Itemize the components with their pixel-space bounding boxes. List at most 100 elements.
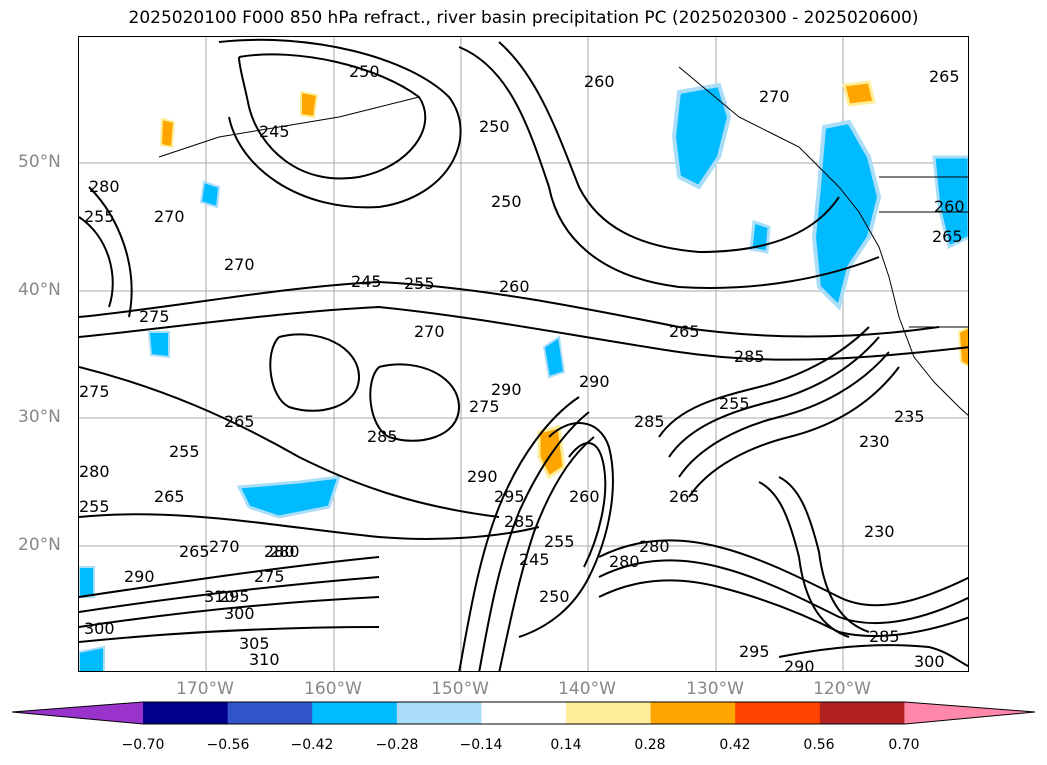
contour-label: 270 bbox=[759, 87, 790, 106]
lon-label: 150°W bbox=[431, 679, 489, 699]
colorbar-tick: −0.70 bbox=[121, 737, 165, 753]
colorbar-segment bbox=[819, 702, 905, 724]
contour-label: 255 bbox=[169, 442, 200, 461]
contour-label: 260 bbox=[934, 197, 965, 216]
contour-label: 295 bbox=[494, 487, 525, 506]
shaded-field bbox=[79, 80, 968, 671]
contour-label: 265 bbox=[179, 542, 210, 561]
contour-label: 275 bbox=[254, 567, 285, 586]
contour-label: 285 bbox=[634, 412, 665, 431]
contour-label: 265 bbox=[932, 227, 963, 246]
coastlines bbox=[158, 66, 968, 416]
colorbar-segment bbox=[227, 702, 313, 724]
contour-label: 285 bbox=[504, 512, 535, 531]
lat-label: 20°N bbox=[18, 535, 61, 555]
contour-label: 265 bbox=[154, 487, 185, 506]
contour-label: 310 bbox=[249, 650, 280, 669]
contour-label: 300 bbox=[914, 652, 945, 671]
colorbar-tick: 0.56 bbox=[803, 737, 835, 753]
colorbar-tick: −0.56 bbox=[206, 737, 250, 753]
lon-label: 170°W bbox=[176, 679, 234, 699]
contour-label: 230 bbox=[864, 522, 895, 541]
contour-label: 300 bbox=[84, 619, 115, 638]
contour-label: 255 bbox=[544, 532, 575, 551]
lon-label: 130°W bbox=[686, 679, 744, 699]
contour-label: 245 bbox=[259, 122, 290, 141]
contour-label: 275 bbox=[139, 307, 170, 326]
colorbar-extend-low bbox=[12, 702, 143, 724]
contour-label: 265 bbox=[224, 412, 255, 431]
contour-label: 270 bbox=[154, 207, 185, 226]
contour-label: 280 bbox=[264, 542, 295, 561]
lat-label: 50°N bbox=[18, 152, 61, 172]
lat-label: 30°N bbox=[18, 407, 61, 427]
contour-label: 265 bbox=[929, 67, 960, 86]
contour-label: 260 bbox=[499, 277, 530, 296]
colorbar-segment bbox=[566, 702, 652, 724]
contour-label: 250 bbox=[479, 117, 510, 136]
lat-label: 40°N bbox=[18, 280, 61, 300]
refractivity-contours bbox=[79, 38, 968, 671]
contour-label: 310 bbox=[204, 587, 235, 606]
contour-label: 305 bbox=[239, 634, 270, 653]
contour-label: 295 bbox=[739, 642, 770, 661]
colorbar-tick: −0.42 bbox=[290, 737, 334, 753]
contour-labels: 265 250 245 260 270 250 250 280 255 270 … bbox=[79, 62, 965, 672]
map-panel: 265 250 245 260 270 250 250 280 255 270 … bbox=[78, 36, 969, 672]
contour-label: 250 bbox=[349, 62, 380, 81]
contour-label: 280 bbox=[89, 177, 120, 196]
contour-label: 270 bbox=[224, 255, 255, 274]
colorbar-tick: 0.28 bbox=[634, 737, 666, 753]
colorbar-segment bbox=[650, 702, 736, 724]
contour-label: 290 bbox=[491, 380, 522, 399]
contour-label: 285 bbox=[734, 347, 765, 366]
lon-label: 160°W bbox=[304, 679, 362, 699]
contour-label: 255 bbox=[719, 394, 750, 413]
contour-label: 270 bbox=[209, 537, 240, 556]
contour-label: 280 bbox=[609, 552, 640, 571]
colorbar-tick: 0.70 bbox=[888, 737, 920, 753]
lon-label: 120°W bbox=[813, 679, 871, 699]
colorbar-segment bbox=[143, 702, 229, 724]
contour-label: 290 bbox=[467, 467, 498, 486]
contour-label: 230 bbox=[859, 432, 890, 451]
colorbar-segment bbox=[481, 702, 567, 724]
contour-label: 275 bbox=[79, 382, 110, 401]
colorbar-tick: −0.28 bbox=[375, 737, 419, 753]
contour-label: 290 bbox=[784, 657, 815, 672]
colorbar-segment bbox=[396, 702, 482, 724]
contour-label: 260 bbox=[569, 487, 600, 506]
contour-label: 265 bbox=[669, 322, 700, 341]
contour-label: 235 bbox=[894, 407, 925, 426]
contour-label: 250 bbox=[491, 192, 522, 211]
contour-label: 260 bbox=[584, 72, 615, 91]
contour-label: 245 bbox=[351, 272, 382, 291]
lon-label: 140°W bbox=[558, 679, 616, 699]
contour-label: 280 bbox=[639, 537, 670, 556]
contour-label: 265 bbox=[669, 487, 700, 506]
contour-label: 270 bbox=[414, 322, 445, 341]
colorbar-tick: 0.42 bbox=[719, 737, 751, 753]
colorbar bbox=[11, 701, 1036, 725]
map-title: 2025020100 F000 850 hPa refract., river … bbox=[128, 8, 919, 28]
map-canvas: 265 250 245 260 270 250 250 280 255 270 … bbox=[79, 37, 968, 672]
contour-label: 280 bbox=[79, 462, 110, 481]
contour-label: 255 bbox=[404, 274, 435, 293]
contour-label: 245 bbox=[519, 550, 550, 569]
contour-label: 290 bbox=[124, 567, 155, 586]
contour-label: 300 bbox=[224, 604, 255, 623]
contour-label: 285 bbox=[367, 427, 398, 446]
contour-label: 295 bbox=[219, 587, 250, 606]
colorbar-tick: 0.14 bbox=[550, 737, 582, 753]
colorbar-segment bbox=[312, 702, 398, 724]
contour-label: 280 bbox=[269, 542, 300, 561]
colorbar-extend-high bbox=[904, 702, 1035, 724]
contour-label: 290 bbox=[579, 372, 610, 391]
contour-label: 255 bbox=[79, 497, 110, 516]
contour-label: 250 bbox=[539, 587, 570, 606]
contour-label: 275 bbox=[469, 397, 500, 416]
colorbar-tick: −0.14 bbox=[459, 737, 503, 753]
contour-label: 285 bbox=[869, 627, 900, 646]
contour-label: 255 bbox=[84, 207, 115, 226]
colorbar-segment bbox=[735, 702, 821, 724]
